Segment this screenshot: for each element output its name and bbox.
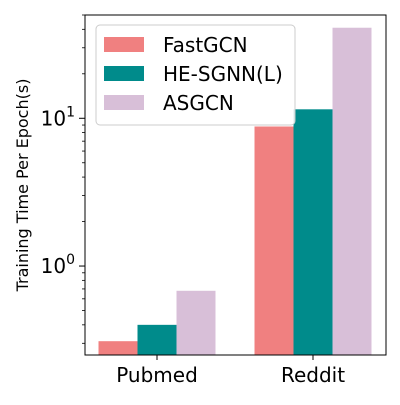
y-tick-label: 100 bbox=[41, 252, 75, 278]
x-tick-label: Pubmed bbox=[116, 363, 198, 387]
y-tick-exponent: 1 bbox=[66, 104, 75, 120]
y-axis-label: Training Time Per Epoch(s) bbox=[13, 79, 32, 293]
x-tick-label: Reddit bbox=[281, 363, 345, 387]
bar-asgcn-pubmed bbox=[176, 290, 216, 355]
bar-asgcn-reddit bbox=[332, 27, 372, 355]
legend-swatch bbox=[104, 95, 144, 110]
bars-layer bbox=[98, 27, 372, 356]
y-tick-label: 101 bbox=[41, 104, 75, 130]
legend-swatch bbox=[104, 66, 144, 81]
legend: FastGCN HE-SGNN(L) ASGCN bbox=[95, 24, 296, 126]
legend-label: ASGCN bbox=[163, 91, 234, 115]
plot-area-frame bbox=[84, 14, 387, 356]
bar-he-sgnn-l--pubmed bbox=[137, 324, 177, 355]
legend-frame bbox=[95, 24, 296, 126]
legend-label: HE-SGNN(L) bbox=[163, 62, 283, 86]
legend-label: FastGCN bbox=[163, 33, 248, 57]
bar-fastgcn-reddit bbox=[254, 126, 294, 355]
bar-fastgcn-pubmed bbox=[98, 341, 138, 355]
bar-he-sgnn-l--reddit bbox=[293, 109, 333, 356]
y-tick-exponent: 0 bbox=[66, 252, 75, 268]
legend-swatch bbox=[104, 37, 144, 52]
y-tick-base: 10 bbox=[41, 254, 66, 278]
y-tick-base: 10 bbox=[41, 106, 66, 130]
